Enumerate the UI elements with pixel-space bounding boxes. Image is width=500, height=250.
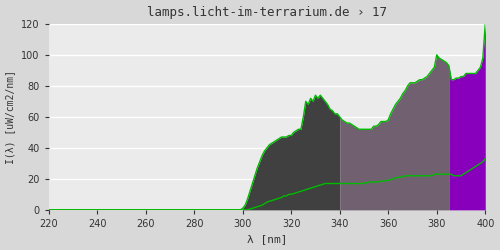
- Title: lamps.licht-im-terrarium.de › 17: lamps.licht-im-terrarium.de › 17: [147, 6, 387, 18]
- Y-axis label: I(λ) [uW/cm2/nm]: I(λ) [uW/cm2/nm]: [6, 70, 16, 164]
- X-axis label: λ [nm]: λ [nm]: [246, 234, 287, 244]
